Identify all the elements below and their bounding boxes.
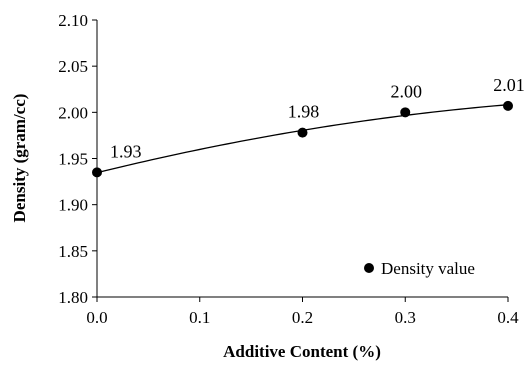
plot-area: 1.801.851.901.952.002.052.10 0.0 0.1 0.2 0.…: [58, 11, 524, 327]
y-tick-label: 1.80: [58, 288, 88, 307]
data-point: [297, 127, 308, 138]
legend-label: Density value: [381, 259, 475, 278]
y-tick-label: 2.05: [58, 57, 88, 76]
y-tick-label: 2.10: [58, 11, 88, 30]
y-tick-label: 1.85: [58, 242, 88, 261]
y-axis-ticks: 1.80 1.85 1.90 1.95 2.00 2.05 2.10: [58, 11, 97, 307]
data-label: 2.00: [391, 81, 423, 101]
data-point: [92, 167, 102, 178]
data-label: 1.93: [110, 141, 142, 161]
data-point: [503, 100, 513, 111]
data-point: [400, 107, 411, 118]
y-tick-label: 2.00: [58, 103, 88, 122]
x-axis-title: Additive Content (%): [223, 342, 381, 361]
data-label: 1.98: [288, 102, 320, 122]
legend: Density value: [364, 259, 475, 278]
data-points: [92, 100, 513, 178]
data-label: 2.01: [493, 75, 524, 95]
x-tick-label: 0.0: [86, 308, 107, 327]
data-labels: 1.93 1.98 2.00 2.01: [110, 75, 524, 161]
legend-marker: [364, 263, 374, 273]
y-tick-label: 1.90: [58, 196, 88, 215]
x-tick-label: 0.3: [395, 308, 416, 327]
y-tick-label: 1.95: [58, 150, 88, 169]
x-axis-ticks: 0.0 0.1 0.2 0.3 0.4: [86, 297, 519, 327]
x-tick-label: 0.2: [292, 308, 313, 327]
x-tick-label: 0.4: [497, 308, 519, 327]
y-axis-title: Density (gram/cc): [10, 94, 29, 223]
x-tick-label: 0.1: [189, 308, 210, 327]
